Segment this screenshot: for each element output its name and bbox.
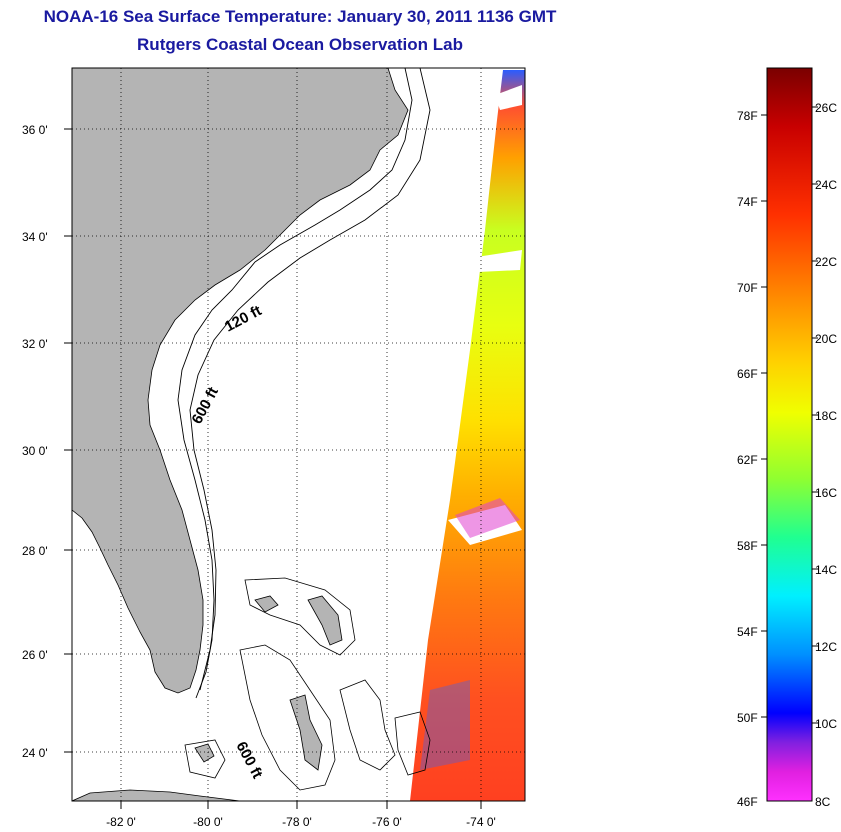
axis-ticks: [64, 128, 482, 809]
colorbar-c-10: 10C: [815, 717, 837, 731]
colorbar-f-46: 46F: [737, 795, 758, 809]
swath-cloud-patches: [420, 85, 522, 770]
lon-label-80: -80 0': [193, 815, 223, 829]
colorbar-c-18: 18C: [815, 409, 837, 423]
map-title: NOAA-16 Sea Surface Temperature: January…: [43, 7, 557, 26]
colorbar-c-16: 16C: [815, 486, 837, 500]
lon-label-82: -82 0': [106, 815, 136, 829]
land-cuba: [72, 789, 241, 801]
map-panel: 120 ft 600 ft 600 ft: [72, 68, 525, 801]
lat-label-26: 26 0': [22, 648, 48, 662]
colorbar-c-8: 8C: [815, 795, 831, 809]
colorbar-f-70: 70F: [737, 281, 758, 295]
contour-120ft: [177, 68, 413, 699]
lat-label-36: 36 0': [22, 123, 48, 137]
contour-600ft: [189, 68, 431, 691]
map-frame: [71, 67, 526, 802]
lon-label-78: -78 0': [282, 815, 312, 829]
lat-label-30: 30 0': [22, 444, 48, 458]
colorbar-c-12: 12C: [815, 640, 837, 654]
lat-label-32: 32 0': [22, 337, 48, 351]
colorbar-c-24: 24C: [815, 178, 837, 192]
land-us-east-coast: [72, 68, 409, 694]
colorbar-c-22: 22C: [815, 255, 837, 269]
lat-label-28: 28 0': [22, 544, 48, 558]
colorbar-c-26: 26C: [815, 101, 837, 115]
colorbar-c-14: 14C: [815, 563, 837, 577]
colorbar-f-66: 66F: [737, 367, 758, 381]
colorbar-f-62: 62F: [737, 453, 758, 467]
bahamas-islands: [194, 595, 343, 771]
satellite-swath: [410, 70, 525, 801]
colorbar-f-74: 74F: [737, 195, 758, 209]
lon-label-74: -74 0': [466, 815, 496, 829]
lon-label-76: -76 0': [372, 815, 402, 829]
colorbar-f-54: 54F: [737, 625, 758, 639]
colorbar-gradient: [766, 67, 813, 802]
colorbar-f-50: 50F: [737, 711, 758, 725]
lat-label-24: 24 0': [22, 746, 48, 760]
colorbar-f-58: 58F: [737, 539, 758, 553]
temperature-colorbar: 78F 74F 70F 66F 62F 58F 54F 50F 46F 26C …: [737, 67, 837, 809]
map-subtitle: Rutgers Coastal Ocean Observation Lab: [137, 35, 463, 54]
bank-contours: [184, 577, 431, 791]
colorbar-f-78: 78F: [737, 109, 758, 123]
lat-label-34: 34 0': [22, 230, 48, 244]
colorbar-c-20: 20C: [815, 332, 837, 346]
